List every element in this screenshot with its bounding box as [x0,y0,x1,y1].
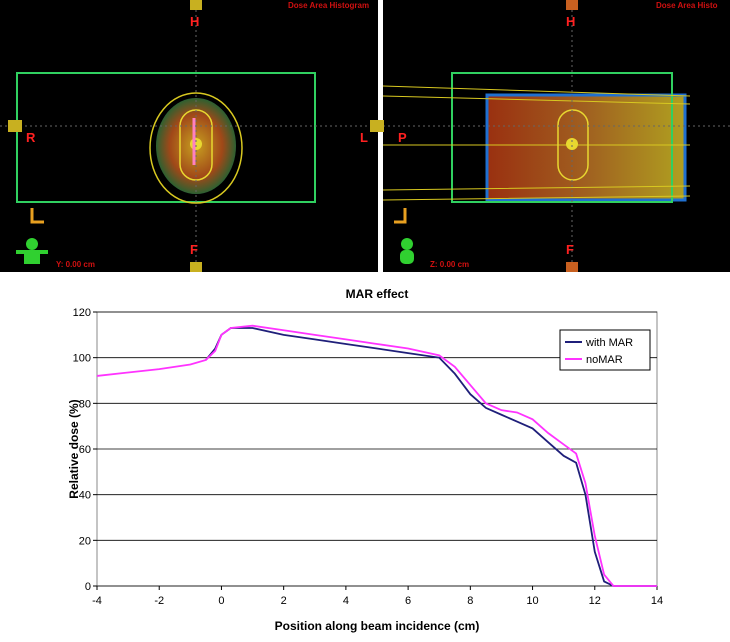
x-tick-label: 2 [281,595,287,607]
orientation-label: L [360,130,368,145]
x-tick-label: 4 [343,595,349,607]
line-series [96,324,657,587]
ct-panel-left [0,0,378,272]
x-tick-label: -2 [154,595,164,607]
y-axis-label: Relative dose (%) [67,399,81,498]
y-tick-label: 120 [73,307,91,319]
panel-header: Dose Area Histo [656,1,718,10]
y-tick-label: 60 [79,444,91,456]
chart-title: MAR effect [346,287,409,301]
coordinate-label: Y: 0.00 cm [56,260,95,269]
chart: MAR effect Position along beam incidence… [67,287,663,633]
x-tick-label: 8 [467,595,473,607]
y-tick-label: 0 [85,581,91,593]
y-tick-label: 20 [79,535,91,547]
x-tick-label: 6 [405,595,411,607]
coordinate-label: Z: 0.00 cm [430,260,469,269]
y-tick-label: 100 [73,353,91,365]
legend-label: noMAR [586,354,623,366]
orientation-label: H [566,14,575,29]
orientation-label: F [190,242,198,257]
x-axis-label: Position along beam incidence (cm) [275,619,480,633]
orientation-label: H [190,14,199,29]
ct-panel-right [370,0,730,272]
x-tick-label: 0 [218,595,224,607]
x-tick-label: -4 [92,595,102,607]
orientation-label: P [398,130,407,145]
x-tick-label: 10 [526,595,538,607]
x-tick-label: 12 [589,595,601,607]
orientation-label: R [26,130,36,145]
orientation-label: F [566,242,574,257]
x-tick-label: 14 [651,595,663,607]
panel-header: Dose Area Histogram [288,1,369,10]
line-series [205,327,657,587]
legend-label: with MAR [585,337,633,349]
y-tick-label: 40 [79,490,91,502]
y-tick-label: 80 [79,398,91,410]
legend-box [559,329,651,371]
